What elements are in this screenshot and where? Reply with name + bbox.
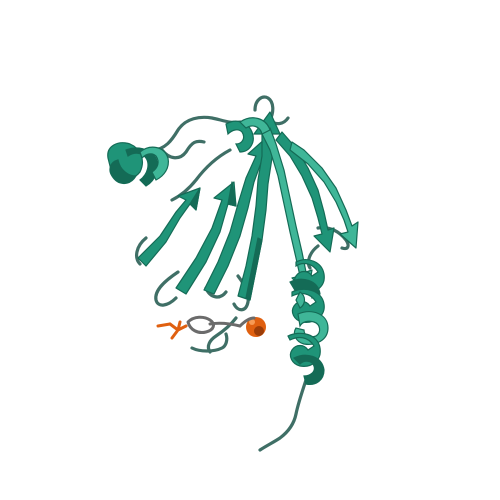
helix-top-left-turn-3 bbox=[139, 146, 169, 181]
coil-near-sphere bbox=[238, 316, 256, 328]
coil-loop-top bbox=[150, 115, 242, 152]
ligand-coil bbox=[186, 315, 215, 334]
strand-shadow-c bbox=[189, 187, 201, 211]
ligand-sphere-highlight bbox=[249, 319, 255, 325]
helix-top-left bbox=[107, 142, 169, 187]
strand-shadow-a bbox=[227, 181, 237, 207]
coil-right-lower bbox=[306, 244, 320, 270]
ligand-coil-link bbox=[208, 321, 242, 328]
ligand-phosphate bbox=[168, 320, 188, 340]
ligand-sphere bbox=[246, 317, 266, 337]
ligand-phosphate-2 bbox=[156, 322, 172, 328]
helix-apex-ribbon-2 bbox=[239, 117, 271, 135]
helix-c-terminal bbox=[287, 259, 329, 385]
coil-loop-apex bbox=[253, 95, 275, 122]
ligand-sphere-shadow bbox=[254, 326, 264, 336]
ligand-sticks bbox=[156, 315, 242, 340]
coil-lower-left-turn bbox=[154, 270, 180, 307]
helix-ct-turn-6 bbox=[292, 354, 325, 385]
coil-c-terminal-tail bbox=[258, 378, 308, 452]
coil-loop-top-left bbox=[160, 139, 206, 160]
strand-shadow-b bbox=[245, 237, 263, 301]
beta-strand-2 bbox=[175, 181, 237, 295]
beta-sheet bbox=[137, 111, 359, 301]
coil-bottom-stub bbox=[190, 332, 229, 353]
beta-strand-7 bbox=[289, 141, 359, 249]
helix-apex bbox=[225, 117, 271, 153]
helix-top-left-inner bbox=[109, 159, 138, 185]
coil-left-turn bbox=[135, 236, 148, 266]
helix-ct-turn-7 bbox=[295, 291, 306, 309]
